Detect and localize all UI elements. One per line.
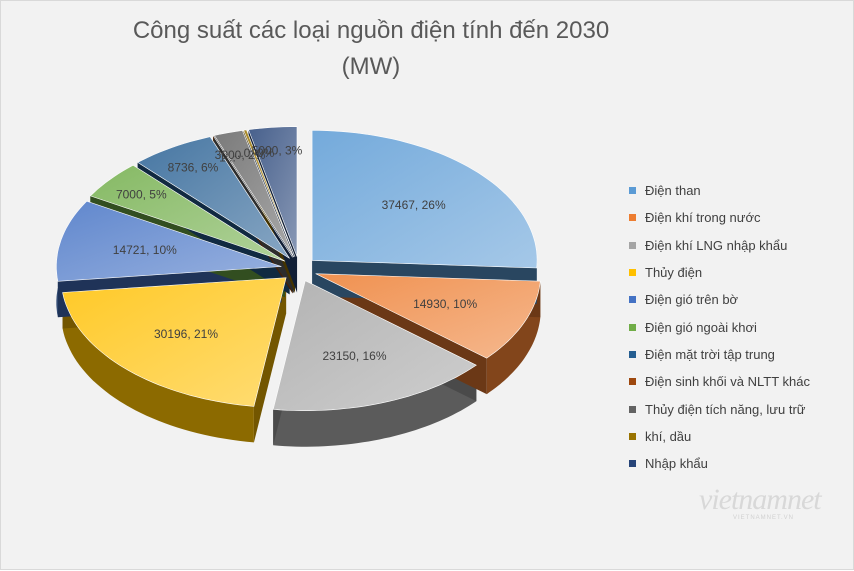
- legend-swatch-2: [629, 241, 636, 249]
- title-text: Công suất các loại nguồn điện tính đến 2…: [132, 17, 610, 44]
- slice-edge-3-0: [253, 277, 287, 443]
- pie-slice-4: [56, 200, 282, 282]
- pie-slice-10: [248, 126, 298, 257]
- legend-item-10: Nhập khẩu: [629, 450, 849, 477]
- legend-label-1: Điện khí trong nước: [645, 210, 761, 226]
- pie-slice-5: [89, 164, 286, 262]
- legend: Điện than Điện khí trong nước Điện khí LNG…: [629, 177, 849, 477]
- logo-text: vietnamnet: [699, 483, 822, 516]
- legend-item-3: Thủy điện: [629, 259, 849, 286]
- slice-wall-1: [486, 281, 541, 395]
- legend-item-4: Điện gió trên bờ: [629, 286, 849, 313]
- pie-slice-2: [272, 280, 477, 411]
- legend-label-7: Điện sinh khối và NLTT khác: [645, 374, 810, 390]
- data-label-10: 5000, 3%: [252, 144, 303, 158]
- legend-swatch-6: [629, 350, 636, 358]
- legend-item-7: Điện sinh khối và NLTT khác: [629, 368, 849, 395]
- data-label-6: 8736, 6%: [168, 161, 219, 175]
- pie-slice-8: [213, 130, 295, 258]
- legend-item-6: Điện mặt trời tập trung: [629, 341, 849, 368]
- slice-wall-3: [62, 292, 254, 443]
- legend-label-2: Điện khí LNG nhập khẩu: [645, 237, 788, 253]
- legend-swatch-10: [629, 460, 636, 468]
- legend-item-5: Điện gió ngoài khơi: [629, 313, 849, 340]
- data-label-8: 3000, 2%: [215, 148, 266, 162]
- legend-swatch-8: [629, 405, 636, 413]
- legend-item-9: khí, dầu: [629, 423, 849, 450]
- slice-tops: [56, 126, 541, 411]
- data-label-5: 7000, 5%: [116, 187, 167, 201]
- vietnamnet-logo: vietnamnet VIETNAMNET.VN: [699, 485, 829, 525]
- legend-label-6: Điện mặt trời tập trung: [645, 346, 775, 362]
- logo-subtext: VIETNAMNET.VN: [733, 515, 795, 521]
- data-label-3: 30196, 21%: [154, 327, 218, 341]
- legend-item-1: Điện khí trong nước: [629, 204, 849, 231]
- legend-label-3: Thủy điện: [645, 265, 703, 281]
- data-labels: 37467, 26% 14930, 10% 23150, 16% 30196, 21%…: [113, 144, 478, 364]
- legend-swatch-4: [629, 296, 636, 304]
- legend-swatch-0: [629, 187, 636, 195]
- legend-label-10: Nhập khẩu: [645, 456, 708, 472]
- data-label-7: 1...: [219, 151, 236, 165]
- data-label-4: 14721, 10%: [113, 243, 177, 257]
- data-label-0: 37467, 26%: [382, 198, 446, 212]
- legend-swatch-9: [629, 432, 636, 440]
- legend-label-4: Điện gió trên bờ: [645, 292, 739, 308]
- legend-swatch-7: [629, 378, 636, 386]
- legend-item-8: Thủy điện tích năng, lưu trữ: [629, 395, 849, 422]
- legend-label-8: Thủy điện tích năng, lưu trữ: [645, 401, 806, 417]
- data-label-2: 23150, 16%: [322, 349, 386, 363]
- pie-slice-1: [315, 273, 541, 359]
- legend-swatch-1: [629, 214, 636, 222]
- legend-label-9: khí, dầu: [645, 428, 692, 444]
- slice-wall-2: [273, 365, 477, 447]
- data-label-1: 14930, 10%: [413, 297, 477, 311]
- pie-slice-9: [243, 129, 296, 257]
- pie-slice-6: [137, 136, 290, 259]
- chart-title: Công suất các loại nguồn điện tính đến 2…: [121, 13, 621, 85]
- legend-swatch-5: [629, 323, 636, 331]
- pie-slice-7: [212, 135, 293, 258]
- data-label-9: ...0, 0%: [234, 146, 275, 160]
- legend-item-2: Điện khí LNG nhập khẩu: [629, 232, 849, 259]
- legend-swatch-3: [629, 269, 636, 277]
- pie-slice-0: [311, 130, 538, 269]
- legend-item-0: Điện than: [629, 177, 849, 204]
- pie-slice-3: [62, 277, 287, 407]
- legend-label-5: Điện gió ngoài khơi: [645, 319, 757, 335]
- subtitle-text: (MW): [341, 53, 401, 80]
- legend-label-0: Điện than: [645, 183, 701, 199]
